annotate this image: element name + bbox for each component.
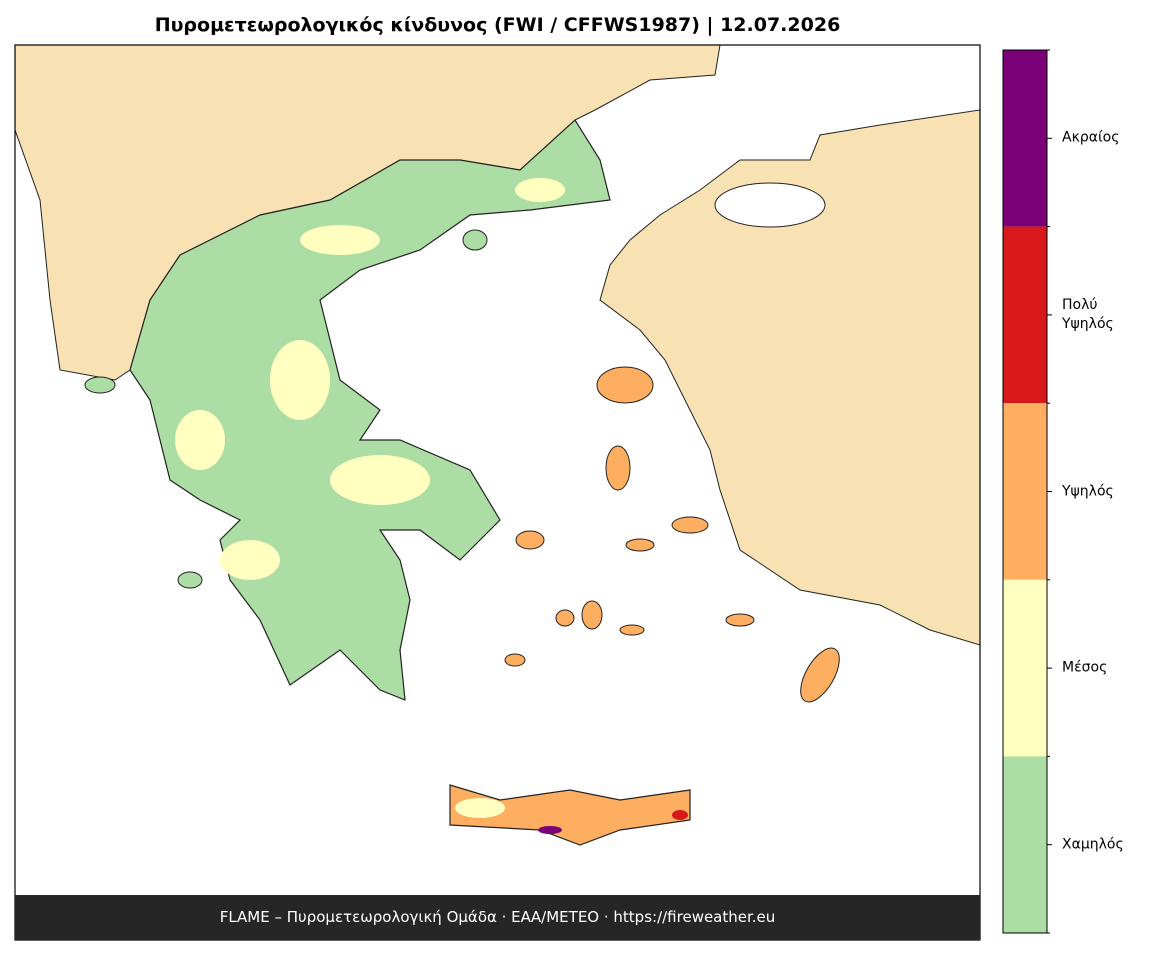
colorbar <box>1002 49 1052 934</box>
legend-label: Μέσος <box>1062 659 1108 676</box>
medium-areas <box>175 178 565 580</box>
colorbar-segment <box>1003 226 1047 404</box>
crete-extreme <box>538 826 562 834</box>
colorbar-frame <box>1002 49 1048 934</box>
thasos <box>462 229 488 251</box>
footer: FLAME – Πυρομετεωρολογική Ομάδα · ΕΑΑ/ME… <box>15 895 980 940</box>
zakynthos <box>177 571 203 589</box>
colorbar-segment <box>1003 579 1047 757</box>
crete-west <box>455 798 505 818</box>
corfu <box>84 376 116 394</box>
turkey-land <box>599 44 981 646</box>
crete-very-high <box>672 810 688 820</box>
legend-label: Υψηλός <box>1062 483 1114 499</box>
legend-label: Ακραίος <box>1062 129 1120 146</box>
sea-of-marmara <box>714 182 826 228</box>
map-frame <box>14 44 981 941</box>
colorbar-segment <box>1003 403 1047 580</box>
colorbar-segment <box>1003 756 1047 933</box>
crete <box>449 784 691 846</box>
legend-label: Πολύ Υψηλός <box>1062 296 1114 332</box>
map-title: Πυρομετεωρολογικός κίνδυνος (FWI / CFFWS… <box>154 14 841 36</box>
map <box>14 44 981 941</box>
legend-label: Χαμηλός <box>1062 836 1124 853</box>
high-islands <box>504 366 840 703</box>
colorbar-segment <box>1003 50 1047 227</box>
